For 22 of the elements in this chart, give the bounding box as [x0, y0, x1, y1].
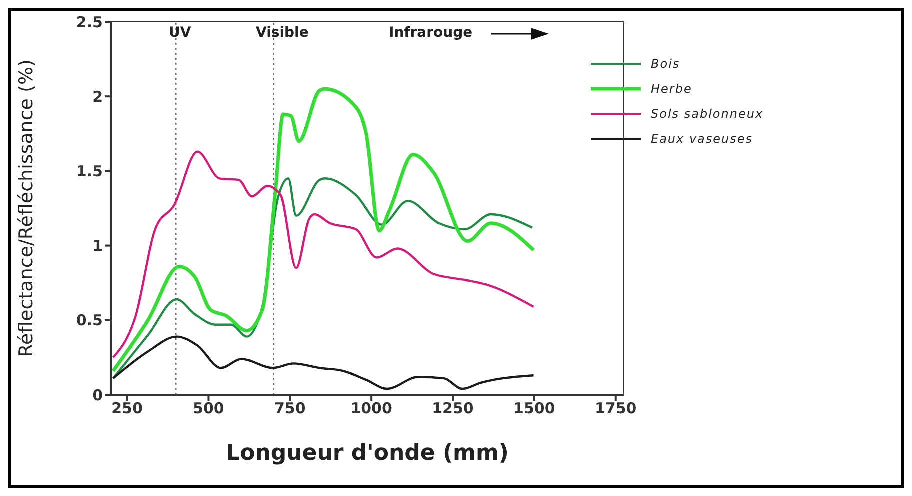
y-tick-label: 1.5 [76, 162, 103, 181]
x-tick-label: 1500 [514, 400, 556, 418]
legend-label: Herbe [651, 82, 692, 96]
legend-label: Sols sablonneux [651, 106, 764, 120]
x-tick-label: 250 [112, 400, 143, 418]
annotation: Visible [256, 25, 309, 41]
y-tick-label: 0 [92, 386, 103, 404]
legend-label: Bois [651, 56, 680, 70]
x-tick-label: 1250 [432, 400, 474, 418]
y-tick-label: 2.5 [76, 13, 103, 32]
y-tick-label: 2 [92, 88, 103, 106]
y-tick-label: 1 [92, 237, 103, 256]
annotation: Infrarouge [389, 25, 473, 41]
legend-label: Eaux vaseuses [651, 132, 754, 146]
x-tick-label: 1000 [350, 400, 392, 418]
y-tick-label: 0.5 [76, 312, 103, 330]
x-axis-title: Longueur d'onde (mm) [226, 441, 509, 466]
x-tick-label: 750 [274, 400, 306, 418]
x-tick-label: 1750 [594, 400, 637, 418]
y-axis-title: Réflectance/Réfléchissance (%) [16, 60, 38, 358]
annotation: UV [169, 25, 192, 41]
x-tick-label: 500 [193, 400, 224, 418]
